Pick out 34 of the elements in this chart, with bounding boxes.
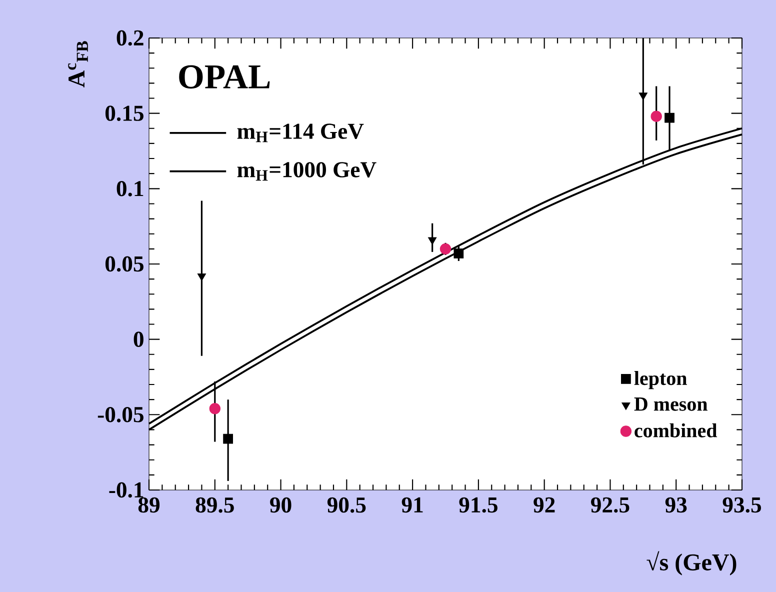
annotation: OPAL [179,65,270,89]
y-tick-label: 0.15 [105,106,144,122]
point [223,434,234,444]
x-tick-label: 90.5 [327,497,366,513]
point [664,112,674,123]
x-tick-label: 91.5 [459,497,498,513]
y-tick-label: -0.05 [98,406,144,422]
x-tick-label: 89.5 [196,497,234,513]
legend-label: m$_{H}$=114 GeV [237,124,364,142]
x-axis-title: √s (GeV) [646,551,736,576]
point [209,403,220,414]
x-tick-label: 89 [138,497,160,513]
x-tick-label: 93 [665,497,687,513]
y-tick-label: 0.1 [116,180,144,196]
y-tick-label: 0.05 [105,256,144,272]
y-tick-label: 0.2 [116,30,144,46]
point [638,92,648,100]
point [197,273,206,281]
legend-label: m$_{H}$=1000 GeV [237,162,376,181]
y-axis-title: A$^{c}$FB [68,41,88,88]
legend-label: lepton [634,371,687,390]
y-tick-label: 0 [134,332,144,347]
point [650,110,662,122]
x-tick-label: 92 [534,497,555,513]
point [454,248,464,258]
legend-label: D meson [634,398,708,411]
x-tick-label: 91 [402,497,423,513]
point [440,243,452,255]
legend-label: combined [634,423,718,438]
x-tick-label: 93.5 [722,497,761,513]
point [428,237,437,245]
x-tick-label: 90 [270,497,292,513]
x-tick-label: 92.5 [591,497,630,513]
y-tick-label: -0.1 [109,482,144,498]
